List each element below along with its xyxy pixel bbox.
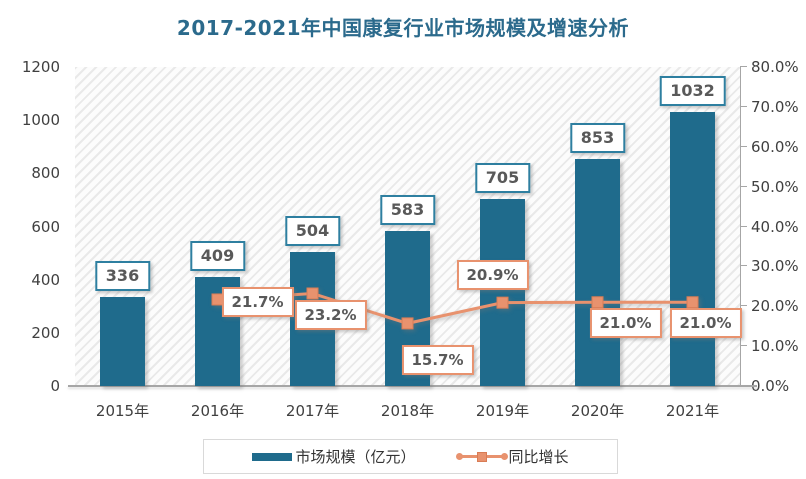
x-tick-label: 2015年 — [95, 402, 150, 420]
growth-marker — [496, 296, 509, 309]
bar-value-label: 1032 — [659, 75, 726, 106]
y-tick-label-right: 70.0% — [751, 97, 799, 116]
y-tick-label-right: 80.0% — [751, 58, 799, 76]
x-tick-label: 2021年 — [665, 402, 720, 420]
bar-series-swatch-icon — [252, 452, 293, 461]
y-tick-label-left: 0 — [50, 377, 60, 395]
x-tick-label: 2016年 — [190, 402, 245, 420]
y-tick-label-right: 0.0% — [751, 377, 790, 395]
y-tick-label-right: 60.0% — [751, 137, 799, 156]
bar-value-label: 504 — [284, 216, 341, 247]
y-tick-label-right: 30.0% — [751, 257, 799, 276]
legend-item-market-size: 市场规模（亿元） — [252, 446, 416, 467]
growth-value-label: 20.9% — [456, 259, 529, 290]
line-marker-icon — [476, 451, 487, 462]
growth-marker — [401, 317, 414, 330]
bar-value-label: 409 — [189, 241, 246, 272]
x-tick-label: 2018年 — [380, 402, 435, 420]
x-tick-label: 2017年 — [285, 402, 340, 420]
chart-title: 2017-2021年中国康复行业市场规模及增速分析 — [176, 16, 630, 40]
right-axis-tick — [740, 66, 747, 67]
y-tick-label-left: 1000 — [21, 111, 60, 130]
growth-marker — [686, 296, 699, 309]
legend-label-growth: 同比增长 — [508, 448, 569, 466]
right-axis-tick — [740, 105, 747, 107]
y-tick-label-left: 600 — [31, 217, 60, 236]
legend-item-growth: 同比增长 — [455, 446, 569, 467]
bar — [100, 296, 145, 386]
growth-value-label: 15.7% — [401, 345, 474, 376]
bar-value-label: 705 — [474, 162, 531, 193]
x-tick-label: 2019年 — [475, 402, 530, 420]
x-tick-label: 2020年 — [570, 402, 625, 420]
bar-value-label: 336 — [94, 260, 151, 291]
growth-marker — [591, 296, 604, 309]
growth-value-label: 21.0% — [589, 308, 662, 339]
y-tick-label-right: 20.0% — [751, 297, 799, 316]
right-axis-tick — [740, 145, 747, 147]
right-axis-tick — [740, 185, 747, 187]
growth-value-label: 21.7% — [221, 287, 294, 318]
line-series-swatch-icon — [455, 451, 508, 462]
legend: 市场规模（亿元） 同比增长 — [203, 439, 618, 474]
bar-value-label: 853 — [569, 123, 626, 154]
y-tick-label-left: 1200 — [21, 58, 60, 76]
right-axis-tick — [740, 345, 747, 347]
y-tick-label-left: 200 — [31, 323, 60, 342]
growth-marker — [306, 287, 319, 300]
growth-line — [217, 291, 693, 325]
y-tick-label-left: 800 — [31, 164, 60, 183]
y-tick-label-left: 400 — [31, 270, 60, 289]
x-axis-line — [68, 385, 757, 387]
right-axis-tick — [740, 305, 747, 307]
right-axis-tick — [740, 265, 747, 267]
bar — [670, 111, 715, 386]
right-axis-tick — [740, 225, 747, 227]
growth-value-label: 21.0% — [669, 308, 742, 339]
y-tick-label-right: 50.0% — [751, 177, 799, 196]
legend-label-market-size: 市场规模（亿元） — [295, 448, 416, 466]
y-tick-label-right: 10.0% — [751, 337, 799, 356]
right-axis-line — [740, 67, 741, 386]
bar — [575, 159, 620, 386]
bar — [480, 198, 525, 386]
y-tick-label-right: 40.0% — [751, 217, 799, 236]
growth-value-label: 23.2% — [294, 300, 367, 331]
bar-value-label: 583 — [379, 195, 436, 226]
